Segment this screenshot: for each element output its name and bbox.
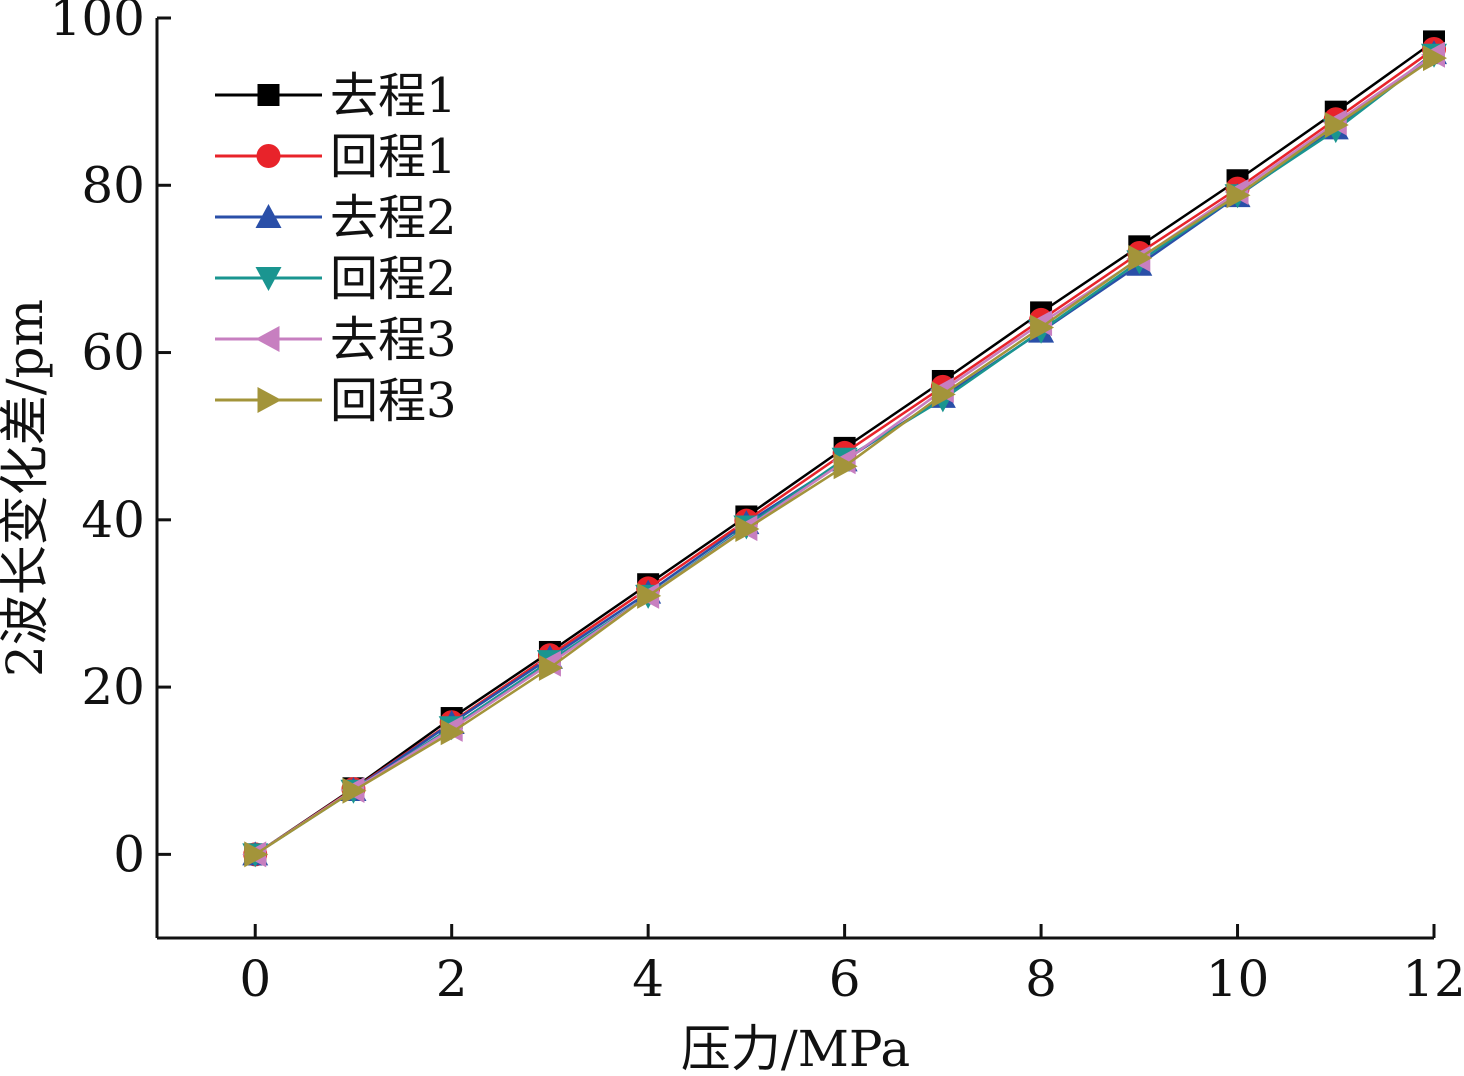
y-tick-label: 0 [113, 825, 145, 883]
legend-marker [255, 326, 280, 352]
x-tick-label: 4 [632, 950, 664, 1008]
y-axis-title: 2波长变化差/pm [0, 299, 54, 677]
legend-marker [255, 204, 282, 228]
data-point [931, 381, 956, 408]
x-tick-label: 6 [829, 950, 861, 1008]
legend-item-1: 去程1 [215, 68, 457, 124]
x-tick-label: 10 [1206, 950, 1270, 1008]
legend-label: 回程2 [330, 251, 457, 307]
series-layer [242, 30, 1447, 868]
y-axis-ticks: 0 20 40 60 80 100 [50, 0, 171, 883]
x-axis-ticks: 0 2 4 6 8 10 12 [239, 924, 1464, 1008]
data-point [244, 841, 269, 868]
x-tick-label: 2 [436, 950, 468, 1008]
legend-item-5: 去程3 [215, 312, 457, 368]
data-point [1030, 314, 1055, 341]
plot-frame [155, 18, 1434, 940]
x-tick-label: 0 [239, 950, 271, 1008]
data-point [1324, 112, 1349, 139]
data-point [440, 719, 465, 746]
legend-label: 去程2 [330, 190, 457, 246]
series-6 [244, 45, 1447, 868]
legend-item-2: 回程1 [215, 129, 457, 185]
y-tick-label: 40 [81, 491, 145, 549]
data-point [1226, 182, 1251, 209]
legend-label: 去程1 [330, 68, 457, 124]
data-point [637, 582, 662, 609]
data-point [833, 453, 858, 480]
legend-marker [257, 84, 280, 106]
legend-marker [256, 144, 281, 168]
legend-label: 去程3 [330, 312, 457, 368]
data-point [735, 516, 760, 543]
legend-label: 回程3 [330, 373, 457, 429]
y-tick-label: 80 [81, 156, 145, 214]
legend-item-3: 去程2 [215, 190, 457, 246]
x-axis-title: 压力/MPa [681, 1020, 910, 1076]
legend-label: 回程1 [330, 129, 457, 185]
y-tick-label: 20 [81, 658, 145, 716]
data-point [1128, 245, 1153, 272]
legend-item-4: 回程2 [215, 251, 457, 307]
y-tick-label: 60 [81, 324, 145, 382]
legend-marker [257, 387, 282, 413]
data-point [342, 777, 367, 804]
legend-marker [255, 267, 282, 291]
x-tick-label: 12 [1402, 950, 1464, 1008]
y-tick-label: 100 [50, 0, 145, 47]
data-point [1423, 45, 1447, 72]
legend-item-6: 回程3 [215, 373, 457, 429]
x-tick-label: 8 [1025, 950, 1057, 1008]
data-point [538, 654, 563, 681]
